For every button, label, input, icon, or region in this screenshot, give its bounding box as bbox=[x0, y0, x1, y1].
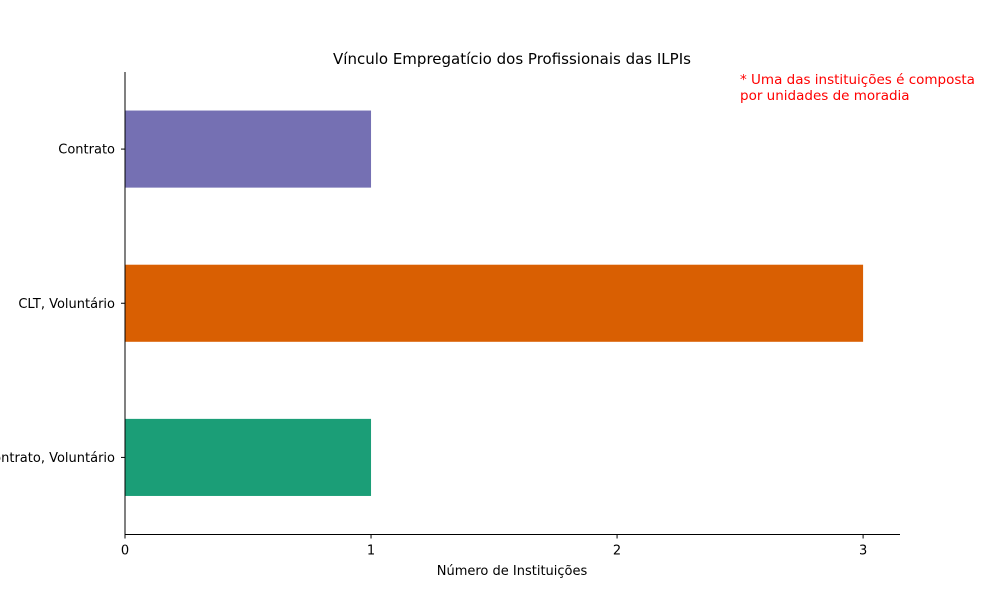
y-tick-label: CLT, Voluntário bbox=[18, 297, 115, 312]
annotation-line-1: * Uma das instituições é composta bbox=[740, 72, 975, 88]
bar bbox=[125, 110, 372, 188]
bar bbox=[125, 264, 864, 342]
x-axis-ticks: 0 1 2 3 bbox=[121, 534, 867, 559]
annotation-line-2: por unidades de moradia bbox=[740, 88, 910, 104]
y-tick-label: Contrato bbox=[58, 143, 115, 158]
x-tick-label: 2 bbox=[613, 544, 621, 559]
bars-group bbox=[125, 110, 864, 496]
chart-title: Vínculo Empregatício dos Profissionais d… bbox=[333, 50, 691, 68]
x-tick-label: 0 bbox=[121, 544, 129, 559]
x-tick-label: 3 bbox=[859, 544, 867, 559]
x-tick-label: 1 bbox=[367, 544, 375, 559]
y-axis-ticks: Contrato, Voluntário CLT, Voluntário Contr… bbox=[0, 143, 125, 466]
y-tick-label: Contrato, Voluntário bbox=[0, 451, 115, 466]
x-axis-label: Número de Instituições bbox=[437, 564, 588, 579]
annotation-note: * Uma das instituições é composta por un… bbox=[740, 72, 979, 104]
bar bbox=[125, 418, 372, 496]
